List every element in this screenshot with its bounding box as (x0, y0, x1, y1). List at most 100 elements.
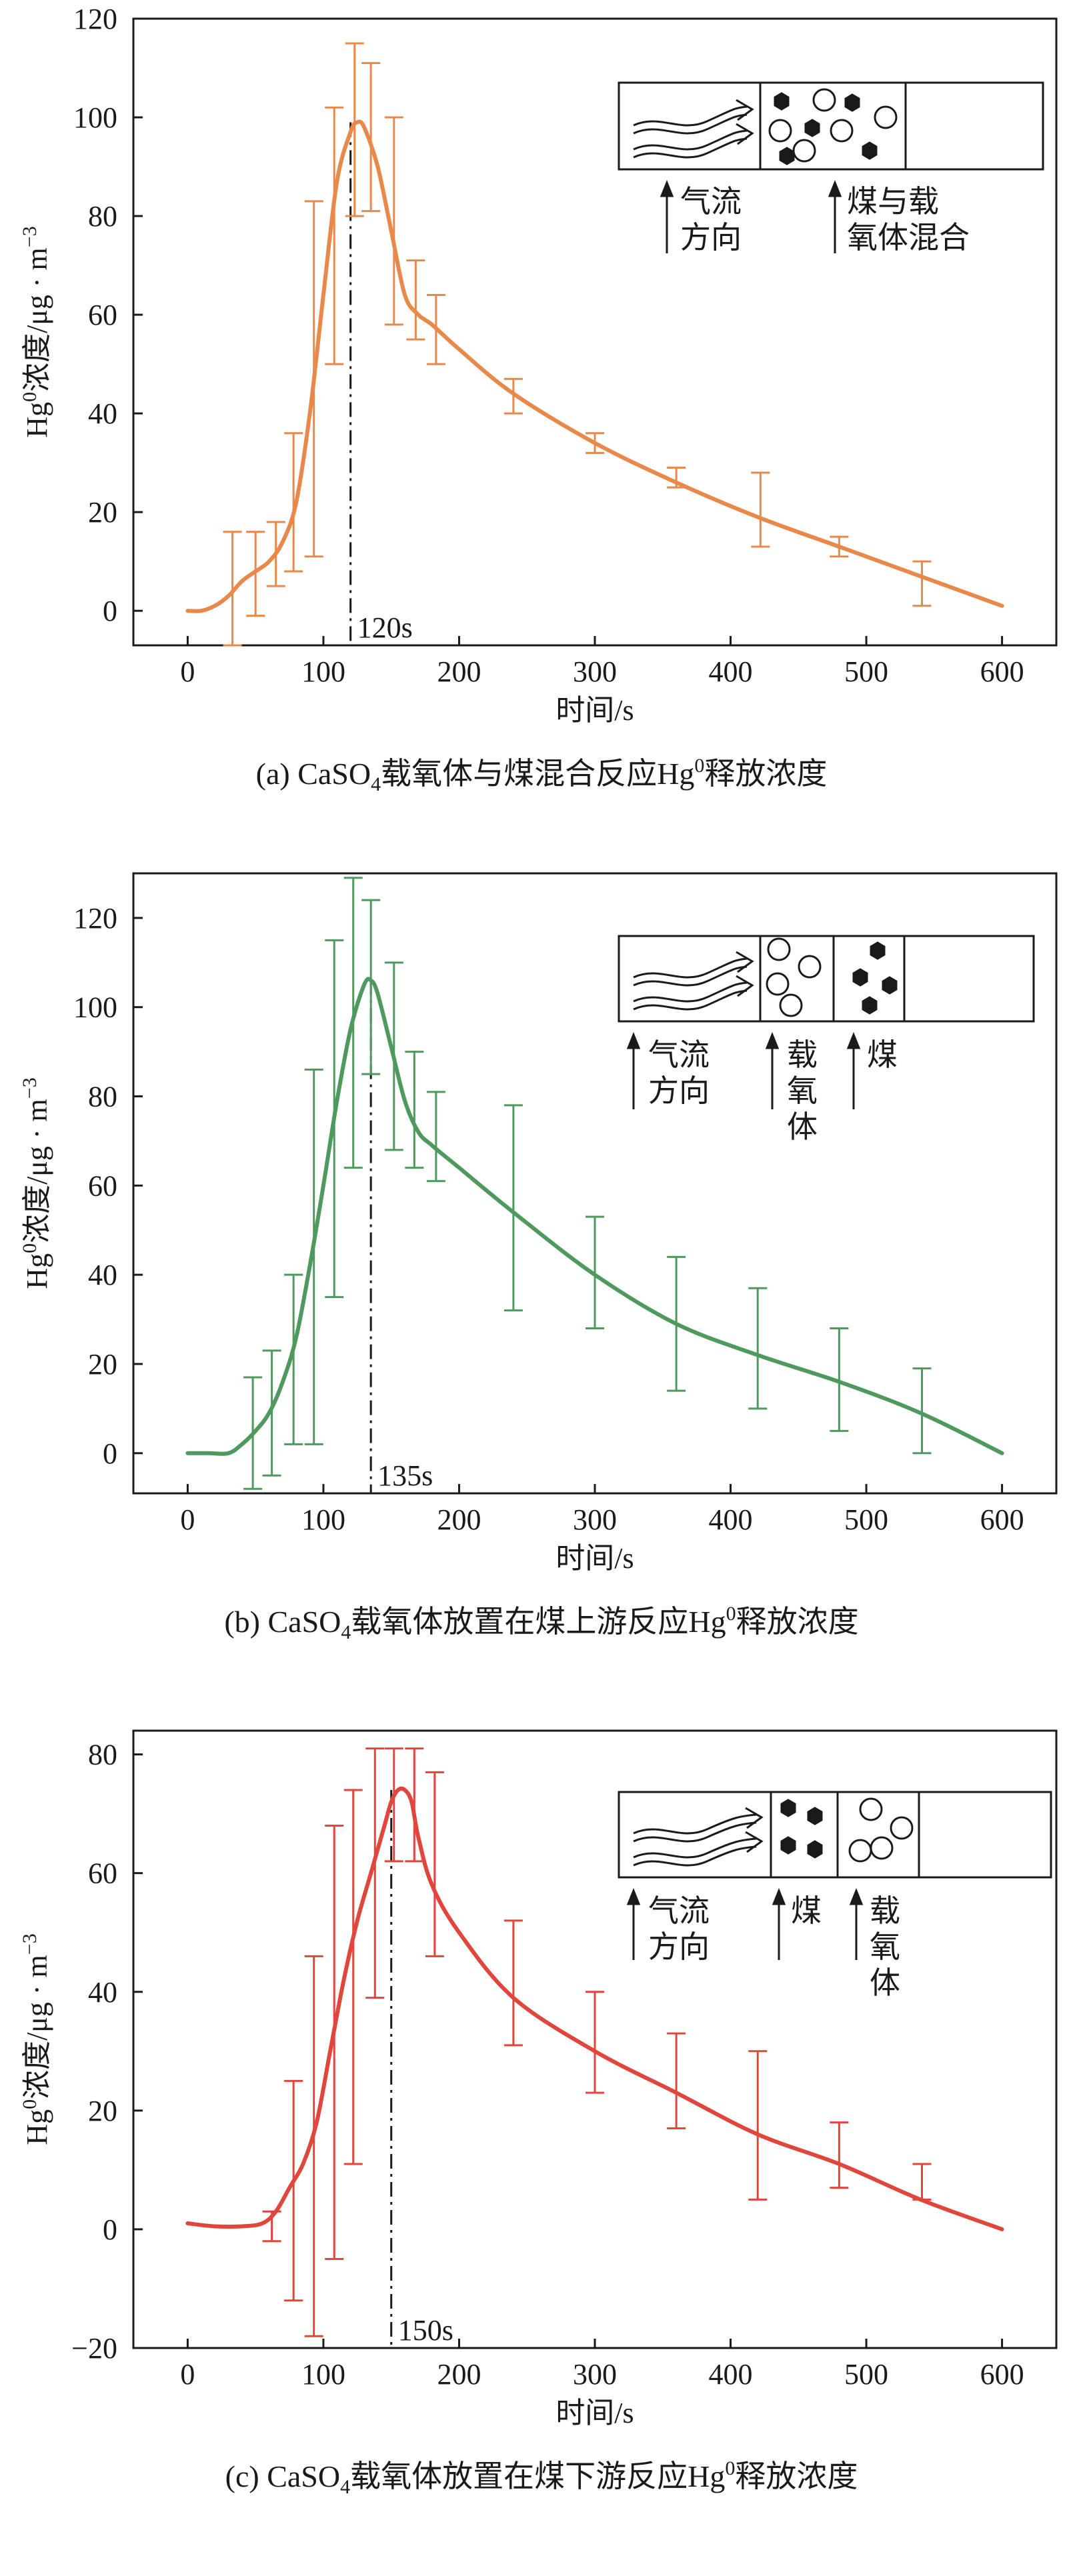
y-tick-label: 20 (88, 2095, 117, 2127)
x-tick-label: 200 (437, 2358, 481, 2391)
y-tick-label: 120 (73, 902, 117, 935)
oxygen-carrier-particles-icon (848, 1797, 914, 1863)
y-tick-label: 80 (88, 1739, 117, 1771)
legend-mix-label-2: 氧体混合 (847, 221, 970, 255)
y-axis-label-b: Hg0浓度/μg · m−3 (19, 1077, 53, 1289)
y-tick-label: 60 (88, 1857, 117, 1890)
y-tick-label: 60 (88, 1169, 117, 1202)
x-axis-label-c: 时间/s (556, 2397, 634, 2429)
mixed-particles-icon (768, 88, 898, 165)
legend-mix-label-1: 煤与载 (847, 185, 939, 219)
peak-marker-b: 135s (369, 980, 433, 1493)
y-tick-label: 0 (103, 1437, 117, 1470)
peak-label: 135s (377, 1459, 433, 1492)
x-tick-label: 500 (844, 655, 888, 688)
errorbars-c (262, 1747, 932, 2337)
legend-carrier-label-3: 体 (870, 1966, 900, 2000)
y-tick-label: 0 (103, 595, 117, 627)
y-axis-label-c: Hg0浓度/μg · m−3 (19, 1933, 53, 2145)
reactor-tube-c (618, 1791, 1052, 1879)
legend-carrier-label-1: 载 (870, 1894, 900, 1928)
errorbars-a (223, 42, 932, 647)
y-tick-label: 40 (88, 397, 117, 430)
x-tick-label: 0 (180, 655, 195, 688)
peak-marker-c: 150s (390, 1790, 453, 2348)
errorbars-b (243, 877, 932, 1490)
gas-flow-icon (633, 1807, 764, 1867)
x-tick-label: 300 (573, 655, 617, 688)
x-tick-label: 200 (437, 655, 481, 688)
series-line-b (185, 977, 1004, 1456)
legend-flow-label-1: 气流 (648, 1038, 710, 1072)
legend-flow-label-2: 方向 (680, 221, 742, 255)
y-tick-label: 20 (88, 496, 117, 529)
y-tick-label: 40 (88, 1976, 117, 2009)
x-tick-label: 300 (573, 1503, 617, 1536)
y-tick-label: 80 (88, 200, 117, 233)
legend-flow-label-2: 方向 (648, 1930, 710, 1964)
y-tick-label: 100 (73, 101, 117, 134)
axis-ticks-c: 0 100 200 300 400 500 600 −20 0 20 40 60 80 (71, 1739, 1024, 2391)
x-tick-label: 0 (180, 1503, 195, 1536)
x-tick-label: 600 (980, 655, 1024, 688)
oxygen-carrier-particles-icon (766, 937, 822, 1017)
arrow-up-icon (626, 1887, 864, 1960)
legend-coal-label: 煤 (867, 1038, 898, 1072)
x-tick-label: 500 (844, 2358, 888, 2391)
x-axis-label-b: 时间/s (556, 1542, 634, 1575)
peak-label: 150s (398, 2314, 453, 2347)
x-tick-label: 400 (709, 1503, 753, 1536)
gas-flow-icon (633, 951, 754, 1011)
axis-ticks-b: 0 100 200 300 400 500 600 0 20 40 60 80 100 120 (73, 902, 1024, 1536)
reactor-tube-a (618, 81, 1044, 171)
y-tick-label: 20 (88, 1348, 117, 1381)
peak-marker-a: 120s (349, 122, 413, 645)
plot-frame-a (132, 17, 1058, 647)
chart-panel-a: 0 100 200 300 400 500 600 0 20 40 60 80 100 120 120s (19, 3, 1058, 795)
legend-coal-label: 煤 (791, 1894, 822, 1928)
gas-flow-icon (633, 99, 754, 159)
coal-particles-icon (852, 941, 898, 1015)
arrow-up-icon (626, 1031, 861, 1109)
y-tick-label: 120 (73, 3, 117, 35)
x-tick-label: 0 (180, 2358, 195, 2391)
x-tick-label: 100 (301, 2358, 345, 2391)
caption-c: (c) CaSO4载氧体放置在煤下游反应Hg0释放浓度 (225, 2457, 858, 2498)
series-line-a (185, 119, 1004, 613)
y-tick-label: 80 (88, 1081, 117, 1113)
x-tick-label: 200 (437, 1503, 481, 1536)
arrow-up-icon (660, 179, 842, 253)
caption-a: (a) CaSO4载氧体与煤混合反应Hg0释放浓度 (256, 755, 828, 795)
x-tick-label: 100 (301, 1503, 345, 1536)
y-tick-label: 40 (88, 1259, 117, 1291)
y-tick-label: 0 (103, 2213, 117, 2246)
coal-particles-icon (780, 1799, 823, 1859)
legend-carrier-label-3: 体 (787, 1110, 818, 1144)
x-axis-label-a: 时间/s (556, 694, 634, 727)
axis-ticks-a: 0 100 200 300 400 500 600 0 20 40 60 80 100 120 (73, 3, 1024, 688)
x-tick-label: 600 (980, 2358, 1024, 2391)
legend-schematic-b: 气流 方向 载 氧 体 煤 (618, 935, 1035, 1144)
x-tick-label: 400 (709, 2358, 753, 2391)
chart-panel-b: 0 100 200 300 400 500 600 0 20 40 60 80 100 120 135s (19, 872, 1058, 1643)
caption-b: (b) CaSO4载氧体放置在煤上游反应Hg0释放浓度 (224, 1603, 858, 1643)
x-tick-label: 400 (709, 655, 753, 688)
x-tick-label: 300 (573, 2358, 617, 2391)
chart-panel-c: 0 100 200 300 400 500 600 −20 0 20 40 60 80 150s (19, 1729, 1058, 2498)
legend-flow-label-2: 方向 (648, 1074, 710, 1108)
x-tick-label: 600 (980, 1503, 1024, 1536)
y-tick-label: −20 (71, 2332, 117, 2365)
legend-carrier-label-2: 氧 (870, 1930, 900, 1964)
legend-carrier-label-2: 氧 (787, 1074, 818, 1108)
legend-schematic-a: 气流 方向 煤与载 氧体混合 (618, 81, 1044, 255)
legend-carrier-label-1: 载 (787, 1038, 818, 1072)
y-tick-label: 100 (73, 991, 117, 1024)
x-tick-label: 100 (301, 655, 345, 688)
y-tick-label: 60 (88, 299, 117, 331)
y-axis-label-a: Hg0浓度/μg · m−3 (19, 226, 53, 437)
series-line-c (185, 1786, 1004, 2231)
reactor-tube-b (618, 935, 1035, 1023)
x-tick-label: 500 (844, 1503, 888, 1536)
peak-label: 120s (357, 611, 413, 644)
